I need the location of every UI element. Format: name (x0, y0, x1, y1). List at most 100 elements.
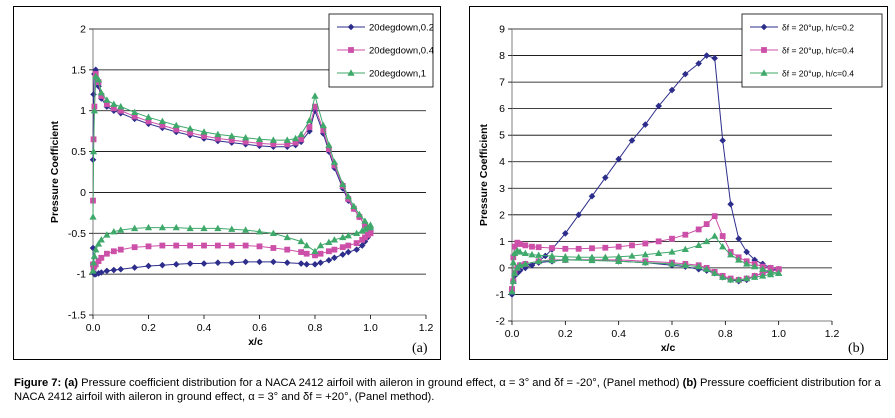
chart-b-series-3-point (508, 288, 516, 295)
chart-a-x-tick-label: 0.8 (308, 322, 323, 334)
chart-a-svg: -1.5 -1 -0.5 0 0.5 1 1.5 2 0.0 0.2 0.4 0.6 0.8 1.0 1.2… (49, 13, 434, 356)
chart-a-series-3-point (186, 124, 194, 132)
chart-a-series-3-point (214, 224, 222, 232)
chart-b-series-2-point (575, 245, 582, 252)
chart-b-series-2-point (589, 245, 595, 252)
chart-a-series-2-point (345, 242, 352, 249)
chart-b-series-1-point (703, 52, 710, 59)
chart-a-series-3-point (305, 116, 314, 124)
chart-a-series-3-point (283, 136, 291, 143)
chart-a-series-2-point (131, 113, 138, 120)
chart-b-series-3-point (711, 232, 719, 239)
chart-a-y-tick-label: -0.5 (68, 228, 86, 240)
chart-a-series-2-point (159, 122, 166, 129)
chart-a-series-2-point (95, 258, 102, 264)
chart-a-series-2-point (325, 146, 332, 153)
chart-a-series-3-point (255, 227, 264, 235)
chart-a-series-3-point (172, 121, 180, 129)
chart-b-series-1-point (695, 60, 702, 67)
chart-b-series-3-point (641, 250, 649, 258)
chart-b-series-3-point (548, 252, 556, 259)
chart-b-series-3-point (751, 273, 759, 280)
chart-b-series-3-point (511, 269, 519, 276)
chart-a-series-2-point (292, 139, 299, 146)
chart-a-series-3-point (158, 117, 166, 125)
chart-b-y-tick-label: -1 (496, 289, 505, 301)
chart-a-series-3-point (94, 240, 103, 247)
chart-a-series-2-point (320, 127, 327, 134)
chart-a-series-3-point (311, 247, 319, 254)
chart-a-y-tick-label: 0 (80, 187, 86, 199)
chart-a-series-3-point (283, 233, 291, 241)
chart-b-x-tick-label: 0.8 (718, 328, 733, 340)
chart-a-series-3-point (144, 113, 153, 120)
chart-a-series-3-point (344, 192, 352, 200)
chart-a-series-2-point (331, 246, 338, 253)
chart-b-y-tick-label: 2 (499, 209, 505, 221)
chart-a-series-1-point (317, 259, 324, 267)
chart-b-series-3-point (681, 245, 689, 253)
chart-a-series-1-point (117, 265, 125, 273)
chart-a-series-2-point (159, 242, 166, 249)
chart-a-series-3-point (131, 224, 139, 232)
chart-a-series-1-point (270, 258, 277, 266)
chart-a-series-1-point (131, 264, 138, 271)
chart-a-series-2-point (270, 141, 277, 148)
chart-b-series-3-point (719, 273, 727, 280)
chart-a-series-3-point (358, 227, 366, 234)
chart-a-series-3-point (350, 202, 358, 210)
chart-b-series-2-point (511, 243, 518, 250)
chart-b-x-tick-label: 0.4 (611, 328, 626, 340)
chart-b-series-2-point (629, 242, 635, 249)
chart-a-legend-swatch-marker-3 (347, 69, 355, 76)
chart-a-series-1-point (186, 260, 194, 267)
chart-a-panel-label: (a) (412, 341, 428, 356)
chart-panel-b: -2 -1 0 1 2 3 4 5 6 7 8 9 0.0 0.2 0.4 0.6 0.8 1.0 1.2 x/c Pr… (469, 6, 888, 360)
chart-b-panel-label: (b) (848, 341, 865, 356)
chart-a-series-3-point (344, 232, 352, 239)
chart-b-y-tick-label: 1 (499, 236, 505, 248)
chart-b-series-2-point (517, 241, 523, 247)
chart-b-series-1-point (711, 54, 718, 62)
chart-a-series-3-point (89, 267, 97, 274)
chart-a-series-1-point (90, 91, 97, 98)
chart-a-series-1-point (283, 259, 291, 267)
chart-b-series-3-point (535, 251, 543, 258)
chart-a-series-2-point (298, 136, 305, 143)
chart-a-x-axis-label: x/c (248, 336, 263, 348)
chart-a-y-tick-label: 0.5 (71, 146, 86, 158)
chart-b-series-3-point (588, 256, 596, 264)
chart-a-series-2-point (110, 248, 117, 255)
chart-a-legend-swatch-marker-1 (347, 23, 355, 31)
chart-a-series-1-point (214, 259, 222, 267)
chart-a-series-3-point (92, 72, 100, 80)
chart-a-series-3-point (353, 229, 361, 236)
chart-b-series-3-point (668, 260, 676, 267)
chart-b-series-2-point (719, 233, 726, 239)
chart-b-series-3-line (511, 235, 779, 292)
chart-a-legend-label-3: 20degdown,1 (369, 69, 426, 80)
chart-b-series-3-point (743, 274, 751, 282)
chart-b-series-1-point (615, 155, 622, 163)
chart-a-series-3-point (172, 223, 180, 231)
chart-a-series-1-point (242, 258, 249, 266)
chart-b-series-3-point (695, 241, 703, 249)
chart-a-series-2-point (201, 242, 207, 249)
chart-a-series-1-point (110, 266, 118, 274)
chart-a-y-tick-label: 2 (80, 24, 86, 36)
chart-a-x-tick-label: 0.0 (86, 322, 101, 334)
chart-a-series-3-point (144, 223, 153, 231)
chart-a-series-2-point (270, 245, 277, 251)
chart-b-series-2-point (510, 254, 517, 261)
chart-b-series-2-point (669, 235, 675, 242)
chart-b-y-tick-label: 3 (499, 183, 505, 195)
chart-a-series-2-point (228, 242, 235, 249)
chart-a-y-tick-label: 1.5 (71, 64, 86, 76)
chart-b-y-tick-label: 7 (499, 77, 505, 89)
chart-b-series-3-point (513, 264, 521, 271)
chart-a-series-3-point (117, 102, 125, 110)
chart-a-series-1-point (303, 261, 310, 268)
chart-a-series-1-point (353, 246, 360, 253)
chart-b-series-3-point (509, 258, 517, 266)
chart-a-series-1-point (103, 267, 111, 275)
